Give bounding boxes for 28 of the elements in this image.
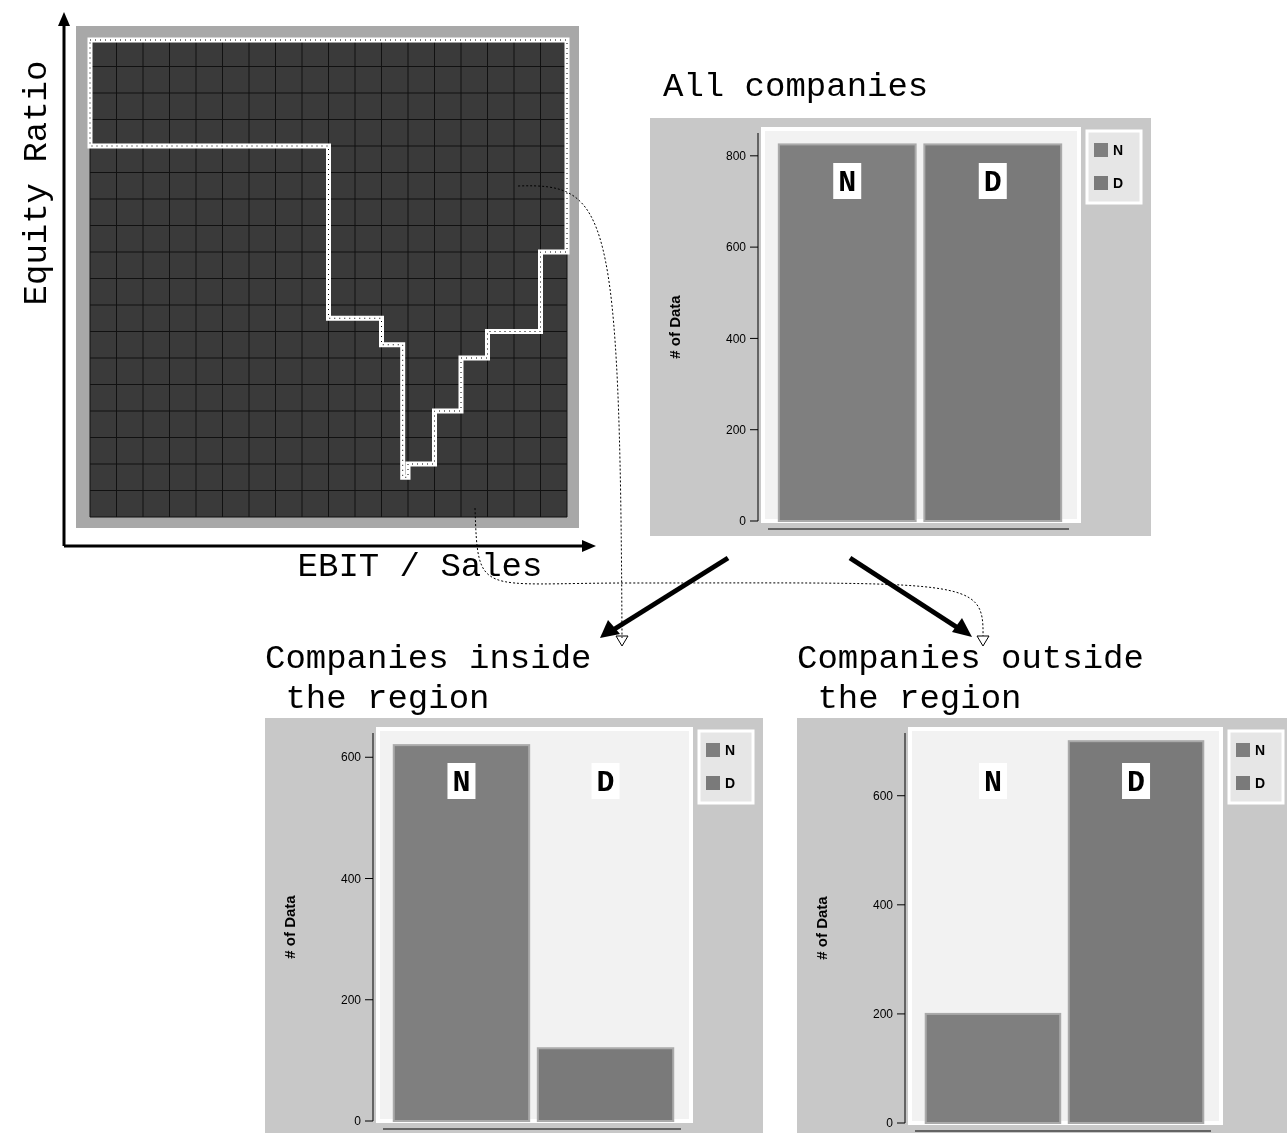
y-axis-title: # of Data [666, 294, 683, 359]
y-tick-label: 200 [872, 1007, 894, 1022]
y-tick-label: 0 [739, 514, 747, 529]
x-tick-label: N [452, 766, 471, 800]
y-axis-title: # of Data [281, 894, 298, 959]
legend-label: N [1255, 741, 1266, 758]
y-tick-label: 200 [725, 422, 747, 437]
text: N [1113, 141, 1124, 158]
y-tick-label: 400 [340, 871, 362, 886]
y-tick-label: 600 [872, 788, 894, 803]
legend-label: N [725, 741, 736, 758]
chart-title: Companies outside the region [797, 640, 1144, 718]
y-tick-label: 600 [340, 750, 362, 765]
text: Equity Ratio [18, 60, 56, 306]
chart-title: Companies inside the region [265, 640, 592, 718]
y-tick-label: 0 [354, 1114, 362, 1129]
y-tick-label: 0 [886, 1116, 894, 1131]
x-tick-label: D [596, 766, 615, 800]
text: EBIT / Sales [297, 548, 543, 586]
y-tick-label: 600 [725, 240, 747, 255]
x-tick-label: D [1127, 766, 1146, 800]
y-tick-label: 800 [725, 149, 747, 164]
y-tick-label: 200 [340, 992, 362, 1007]
y-tick-label: 400 [872, 898, 894, 913]
chart-title: All companies [663, 68, 929, 106]
x-tick-label: N [983, 766, 1002, 800]
y-axis-title: # of Data [813, 895, 830, 960]
y-tick-label: 400 [725, 331, 747, 346]
